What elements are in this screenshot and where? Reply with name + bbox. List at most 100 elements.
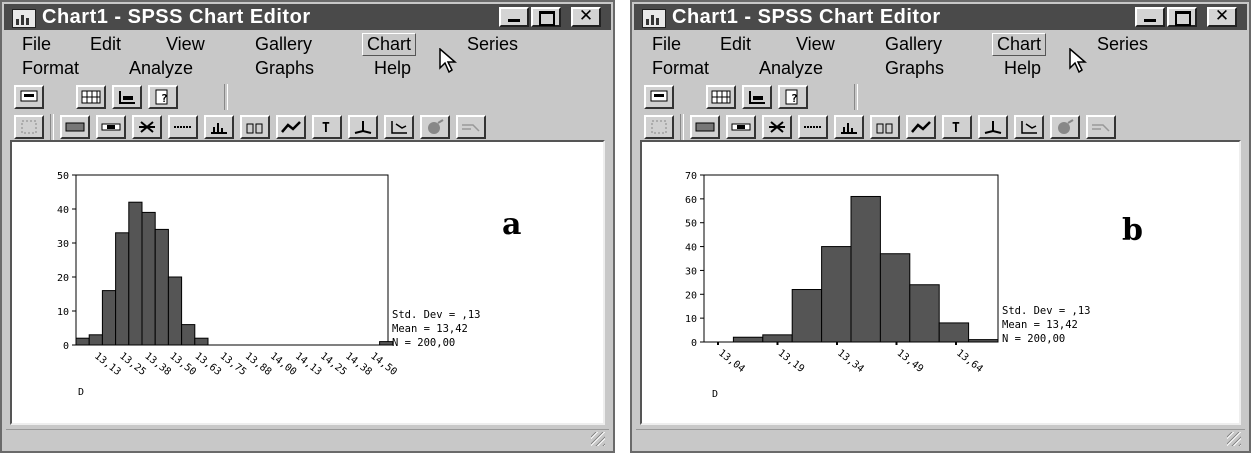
spin-icon[interactable] <box>456 115 486 139</box>
text-icon[interactable]: T <box>942 115 972 139</box>
fill-pattern-icon[interactable] <box>60 115 90 139</box>
histogram-bar[interactable] <box>938 322 970 343</box>
resize-grip-icon[interactable] <box>591 432 605 446</box>
axis-swap-icon[interactable] <box>978 115 1008 139</box>
histogram-bar[interactable] <box>850 195 881 343</box>
goto-data-icon[interactable] <box>14 85 44 109</box>
menu-view[interactable]: View <box>166 34 205 54</box>
3d-rotation-icon[interactable] <box>420 115 450 139</box>
histogram-bar[interactable] <box>762 334 793 343</box>
pivot-icon[interactable] <box>112 85 142 109</box>
histogram-bar[interactable] <box>167 276 183 346</box>
x-tick-label: 13,13 <box>92 351 122 378</box>
fill-pattern-icon[interactable] <box>690 115 720 139</box>
histogram-bar[interactable] <box>732 336 764 343</box>
x-tick-label: 13,34 <box>835 348 865 375</box>
menu-analyze[interactable]: Analyze <box>759 58 824 78</box>
maximize-button[interactable] <box>531 7 561 27</box>
axis-swap-icon[interactable] <box>348 115 378 139</box>
histogram-bar[interactable] <box>154 228 169 346</box>
interpolation-icon[interactable] <box>276 115 306 139</box>
help-icon[interactable]: ? <box>148 85 178 109</box>
histogram-bar[interactable] <box>128 201 143 346</box>
text-icon[interactable]: T <box>312 115 342 139</box>
interpolation-icon[interactable] <box>906 115 936 139</box>
x-tick-label: 13,75 <box>218 351 248 378</box>
menu-file[interactable]: File <box>652 34 682 54</box>
menu-gallery[interactable]: Gallery <box>255 34 313 54</box>
chart-canvas[interactable]: 70 60 50 40 30 20 10 0 13,04 13,19 13,34 13,49 13,64… <box>640 140 1241 425</box>
histogram-bar[interactable] <box>194 337 209 346</box>
histogram-bar[interactable] <box>181 324 196 346</box>
histogram-bar[interactable] <box>88 334 103 346</box>
title-bar[interactable]: Chart1 - SPSS Chart Editor ✕ <box>634 4 1247 30</box>
histogram-bar[interactable] <box>101 290 117 346</box>
minimize-button[interactable] <box>499 7 529 27</box>
menu-graphs[interactable]: Graphs <box>885 58 945 78</box>
menu-format[interactable]: Format <box>22 58 80 78</box>
close-button[interactable]: ✕ <box>571 7 601 27</box>
chart-canvas[interactable]: 50 40 30 20 10 0 13,13 13,25 13,38 13,50 13,63 13,7… <box>10 140 605 425</box>
marker-icon[interactable] <box>132 115 162 139</box>
select-icon[interactable] <box>14 115 44 139</box>
close-button[interactable]: ✕ <box>1207 7 1237 27</box>
menu-format[interactable]: Format <box>652 58 710 78</box>
color-icon[interactable] <box>726 115 756 139</box>
histogram-bar[interactable] <box>791 289 823 343</box>
bar-label-icon[interactable] <box>870 115 900 139</box>
menu-series[interactable]: Series <box>467 34 519 54</box>
data-editor-icon[interactable] <box>706 85 736 109</box>
bar-label-icon[interactable] <box>240 115 270 139</box>
chart-app-icon[interactable] <box>12 9 36 28</box>
menu-chart[interactable]: Chart <box>362 33 417 56</box>
data-editor-icon[interactable] <box>76 85 106 109</box>
maximize-button[interactable] <box>1167 7 1197 27</box>
line-style-icon[interactable] <box>168 115 198 139</box>
menu-edit[interactable]: Edit <box>90 34 122 54</box>
histogram-bar[interactable] <box>821 246 852 343</box>
goto-data-icon[interactable] <box>644 85 674 109</box>
menu-analyze[interactable]: Analyze <box>129 58 194 78</box>
help-icon[interactable]: ? <box>778 85 808 109</box>
resize-grip-icon[interactable] <box>1227 432 1241 446</box>
histogram-bar[interactable] <box>75 337 90 346</box>
menu-help[interactable]: Help <box>1004 58 1042 78</box>
histogram-bar[interactable] <box>909 284 940 343</box>
histogram-bar[interactable] <box>968 339 999 343</box>
chart-app-icon[interactable] <box>642 9 666 28</box>
menu-series[interactable]: Series <box>1097 34 1149 54</box>
title-bar[interactable]: Chart1 - SPSS Chart Editor ✕ <box>4 4 611 30</box>
x-tick-label: 14,25 <box>318 351 348 378</box>
line-style-icon[interactable] <box>798 115 828 139</box>
histogram-bar[interactable] <box>141 211 156 346</box>
panel-label: b <box>1122 213 1143 248</box>
menu-edit[interactable]: Edit <box>720 34 752 54</box>
marker-icon[interactable] <box>762 115 792 139</box>
histogram-bar[interactable] <box>379 341 394 346</box>
3d-rotation-icon[interactable] <box>1050 115 1080 139</box>
y-tick-label: 40 <box>57 205 69 216</box>
select-icon[interactable] <box>644 115 674 139</box>
bar-style-icon[interactable] <box>834 115 864 139</box>
explode-icon[interactable] <box>1014 115 1044 139</box>
chart-editor-window-a: Chart1 - SPSS Chart Editor ✕ File Edit View G… <box>0 0 615 453</box>
histogram-bar[interactable] <box>879 253 911 343</box>
y-tick-label: 0 <box>63 341 69 352</box>
histogram-bar[interactable] <box>115 232 130 346</box>
menu-help[interactable]: Help <box>374 58 412 78</box>
toolbar-main: ? <box>6 82 609 112</box>
color-icon[interactable] <box>96 115 126 139</box>
menu-view[interactable]: View <box>796 34 835 54</box>
menu-chart[interactable]: Chart <box>992 33 1047 56</box>
explode-icon[interactable] <box>384 115 414 139</box>
spin-icon[interactable] <box>1086 115 1116 139</box>
menu-gallery[interactable]: Gallery <box>885 34 943 54</box>
minimize-button[interactable] <box>1135 7 1165 27</box>
menu-graphs[interactable]: Graphs <box>255 58 315 78</box>
pivot-icon[interactable] <box>742 85 772 109</box>
bar-style-icon[interactable] <box>204 115 234 139</box>
menu-file[interactable]: File <box>22 34 52 54</box>
x-tick-label: 14,00 <box>268 351 298 378</box>
stats-line: N = 200,00 <box>1002 333 1065 345</box>
svg-text:?: ? <box>161 92 168 105</box>
